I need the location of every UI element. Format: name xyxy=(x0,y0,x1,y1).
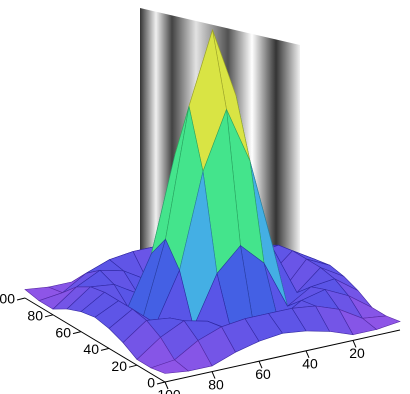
x-tick xyxy=(164,381,169,390)
y-tick-label: 60 xyxy=(55,324,71,340)
y-tick-label: 20 xyxy=(111,358,127,374)
y-tick-label: 100 xyxy=(0,291,15,307)
y-tick xyxy=(16,297,26,301)
x-tick xyxy=(258,361,263,369)
y-tick-label: 0 xyxy=(147,375,155,391)
surface xyxy=(24,28,401,374)
y-tick-label: 80 xyxy=(27,308,43,324)
x-tick xyxy=(211,371,216,379)
x-tick-label: 20 xyxy=(349,345,365,361)
axes: 20406080100020406080100 xyxy=(0,291,401,394)
x-tick xyxy=(352,340,357,348)
y-tick xyxy=(128,364,138,368)
surface-cell xyxy=(150,359,190,374)
y-axis xyxy=(24,297,166,383)
x-tick-label: 80 xyxy=(208,376,224,392)
x-tick xyxy=(305,350,310,358)
y-tick-label: 40 xyxy=(83,341,99,357)
y-tick xyxy=(44,314,54,318)
x-tick-label: 40 xyxy=(302,356,318,372)
x-tick-label: 60 xyxy=(255,366,271,382)
y-tick xyxy=(156,381,166,385)
y-tick xyxy=(100,347,110,351)
y-tick xyxy=(72,331,82,335)
x-tick-label: 100 xyxy=(157,387,181,394)
x-axis xyxy=(164,329,401,383)
